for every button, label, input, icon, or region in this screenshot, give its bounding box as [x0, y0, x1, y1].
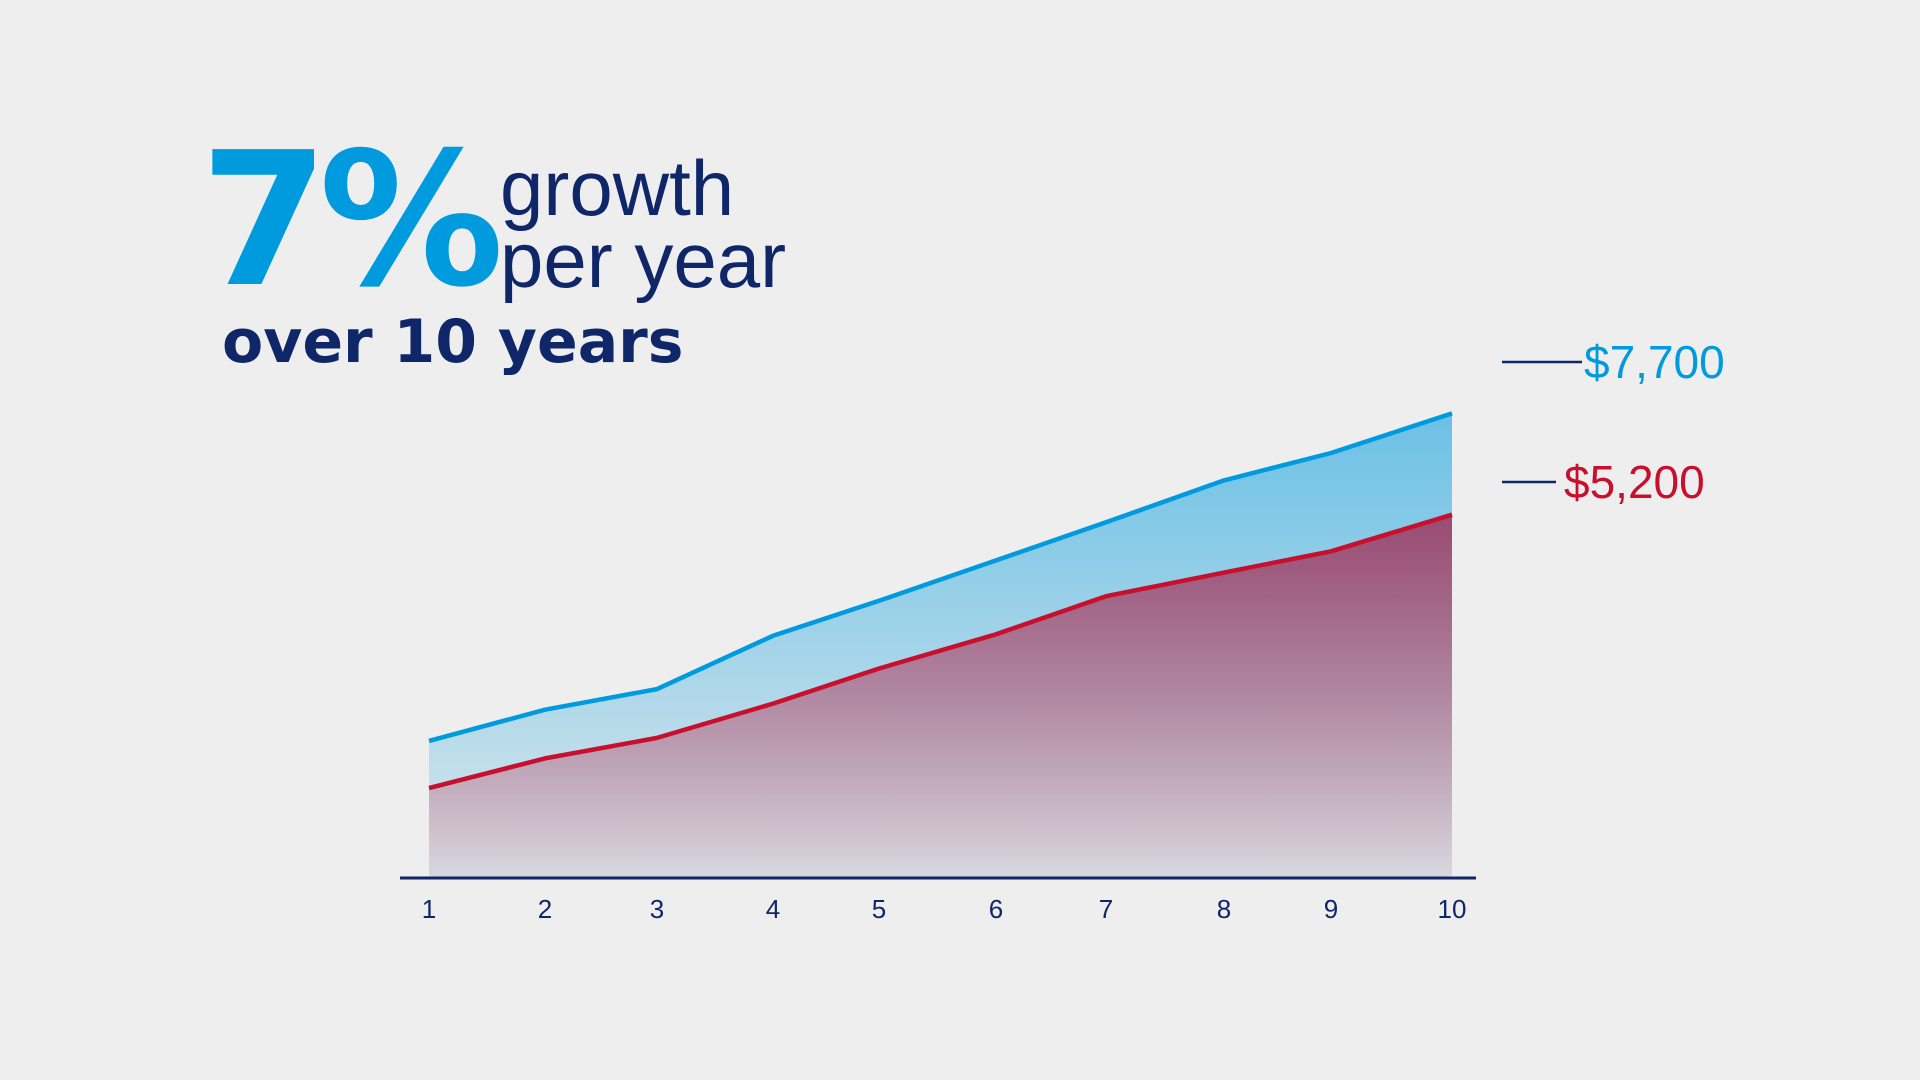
chart-areas	[429, 413, 1452, 878]
x-tick-label: 10	[1438, 894, 1467, 924]
end-value-label: $7,700	[1584, 336, 1725, 388]
x-tick-label: 3	[650, 894, 664, 924]
growth-percent: 7%	[200, 112, 504, 328]
x-tick-label: 6	[989, 894, 1003, 924]
x-tick-label: 9	[1324, 894, 1338, 924]
x-tick-label: 1	[422, 894, 436, 924]
chart-lines	[428, 411, 1453, 791]
x-tick-label: 4	[766, 894, 780, 924]
x-tick-label: 5	[872, 894, 886, 924]
period-subtitle: over 10 years	[222, 307, 684, 377]
series-1-line	[428, 411, 1453, 744]
growth-caption-line1: growth	[500, 144, 735, 232]
series-2-line	[428, 512, 1453, 791]
growth-caption-line2: per year	[500, 216, 787, 304]
x-tick-label: 2	[538, 894, 552, 924]
x-axis-ticks: 1 2 3 4 5 6 7 8 9 10	[422, 894, 1467, 924]
end-value-label: $5,200	[1564, 456, 1705, 508]
series-2-area	[429, 514, 1452, 878]
x-tick-label: 8	[1217, 894, 1231, 924]
end-value-labels: $7,700 $5,200	[1502, 336, 1725, 508]
growth-caption: growth per year	[500, 144, 787, 304]
x-tick-label: 7	[1099, 894, 1113, 924]
